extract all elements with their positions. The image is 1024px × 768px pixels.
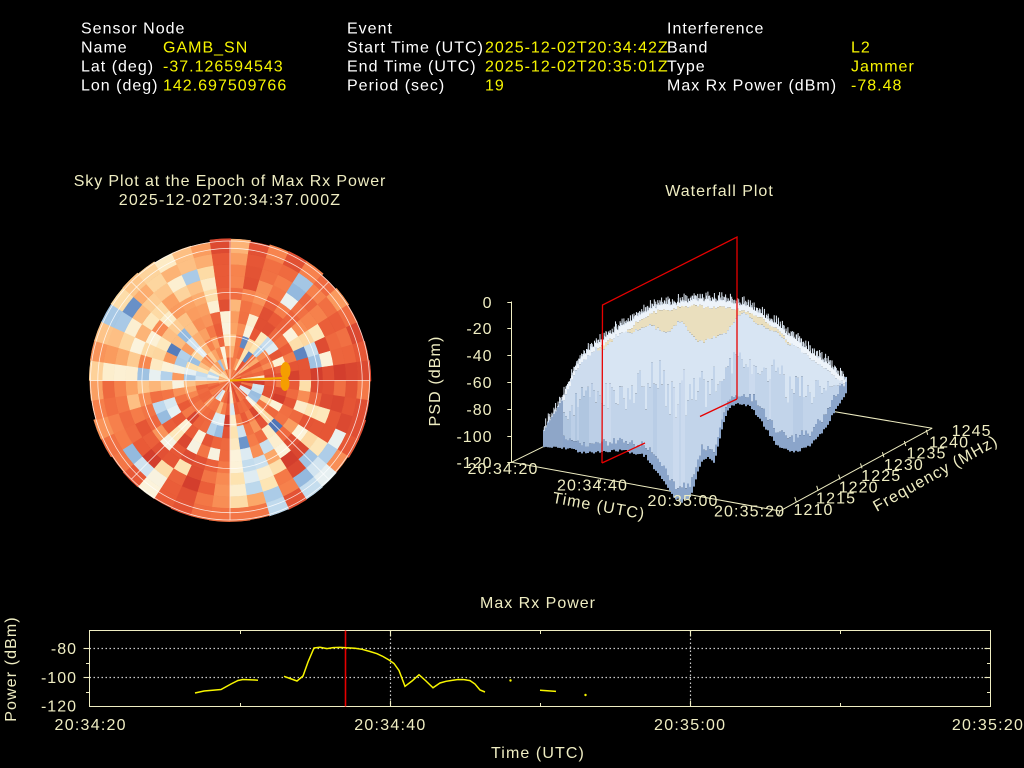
svg-text:Waterfall Plot: Waterfall Plot	[665, 183, 774, 200]
svg-text:Sky Plot at the Epoch of Max R: Sky Plot at the Epoch of Max Rx Power	[74, 173, 387, 190]
svg-text:-120: -120	[41, 699, 77, 716]
svg-text:Lon (deg): Lon (deg)	[81, 78, 159, 95]
svg-text:-37.126594543: -37.126594543	[163, 59, 284, 76]
svg-text:-80: -80	[466, 402, 492, 419]
svg-text:-40: -40	[466, 348, 492, 365]
svg-text:Max Rx Power (dBm): Max Rx Power (dBm)	[667, 78, 837, 95]
svg-text:-100: -100	[41, 670, 77, 687]
svg-text:1220: 1220	[839, 479, 879, 496]
svg-text:19: 19	[485, 78, 505, 95]
svg-text:20:34:40: 20:34:40	[557, 478, 628, 495]
svg-text:Band: Band	[667, 40, 708, 57]
svg-text:2025-12-02T20:34:42Z: 2025-12-02T20:34:42Z	[485, 40, 669, 57]
svg-text:-100: -100	[456, 429, 492, 446]
svg-text:1235: 1235	[907, 446, 947, 463]
svg-text:L2: L2	[851, 40, 871, 57]
svg-text:2025-12-02T20:35:01Z: 2025-12-02T20:35:01Z	[485, 59, 669, 76]
svg-text:Lat (deg): Lat (deg)	[81, 59, 154, 76]
svg-text:20:35:20: 20:35:20	[714, 504, 785, 521]
svg-text:1215: 1215	[816, 491, 856, 508]
svg-text:Type: Type	[667, 59, 706, 76]
svg-text:Name: Name	[81, 40, 128, 57]
svg-text:Power (dBm): Power (dBm)	[3, 616, 20, 721]
svg-text:-80: -80	[51, 641, 77, 658]
svg-text:Sensor Node: Sensor Node	[81, 21, 185, 38]
svg-text:20:35:00: 20:35:00	[647, 493, 718, 510]
svg-text:1245: 1245	[952, 423, 992, 440]
svg-text:-60: -60	[466, 375, 492, 392]
svg-text:20:34:20: 20:34:20	[55, 717, 127, 734]
svg-text:-78.48: -78.48	[851, 78, 902, 95]
svg-text:Interference: Interference	[667, 21, 764, 38]
svg-text:-120: -120	[456, 455, 492, 472]
svg-text:20:34:20: 20:34:20	[467, 461, 538, 478]
svg-text:20:35:20: 20:35:20	[952, 717, 1024, 734]
svg-text:Period (sec): Period (sec)	[347, 78, 445, 95]
svg-text:GAMB_SN: GAMB_SN	[163, 40, 248, 57]
svg-text:1230: 1230	[884, 457, 924, 474]
svg-text:Time (UTC): Time (UTC)	[491, 745, 585, 762]
svg-text:1240: 1240	[929, 434, 969, 451]
svg-text:1210: 1210	[794, 502, 834, 519]
svg-text:Jammer: Jammer	[851, 59, 915, 76]
svg-text:PSD (dBm): PSD (dBm)	[427, 336, 444, 427]
svg-text:20:34:40: 20:34:40	[354, 717, 426, 734]
svg-text:20:35:00: 20:35:00	[654, 717, 726, 734]
svg-text:Start Time (UTC): Start Time (UTC)	[347, 40, 484, 57]
svg-text:0: 0	[483, 295, 493, 312]
svg-text:Max Rx Power: Max Rx Power	[480, 595, 596, 612]
svg-text:2025-12-02T20:34:37.000Z: 2025-12-02T20:34:37.000Z	[119, 192, 341, 209]
svg-text:1225: 1225	[861, 468, 901, 485]
svg-text:-20: -20	[466, 321, 492, 338]
svg-text:Event: Event	[347, 21, 393, 38]
svg-text:End Time (UTC): End Time (UTC)	[347, 59, 477, 76]
svg-text:142.697509766: 142.697509766	[163, 78, 287, 95]
